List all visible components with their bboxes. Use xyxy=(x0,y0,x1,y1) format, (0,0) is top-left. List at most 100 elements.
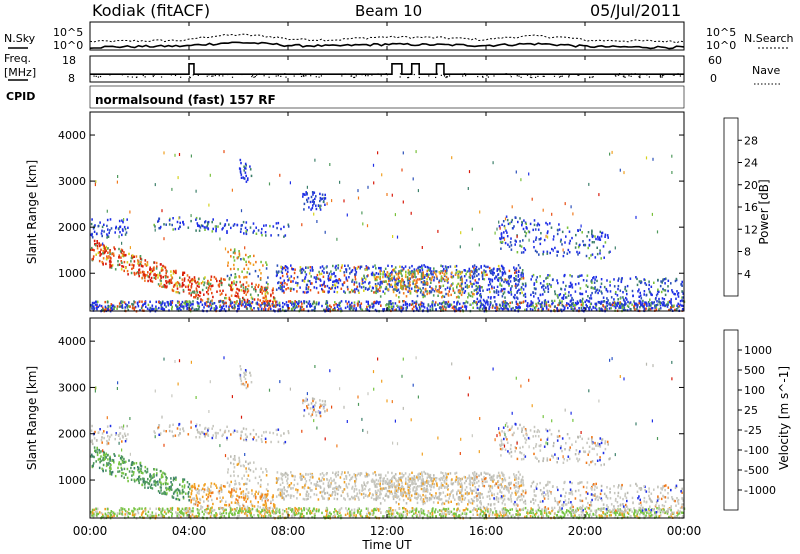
power-point xyxy=(609,302,611,305)
power-point xyxy=(302,290,305,294)
power-point xyxy=(489,301,492,304)
power-point xyxy=(508,269,511,273)
power-point xyxy=(552,301,554,305)
power-point xyxy=(450,293,452,297)
power-point xyxy=(506,218,509,222)
nave-dot xyxy=(622,75,624,77)
nave-dot xyxy=(623,74,625,76)
power-point xyxy=(375,276,378,279)
power-point xyxy=(633,306,635,309)
power-point xyxy=(434,303,436,306)
velocity-point xyxy=(482,510,485,514)
power-point xyxy=(267,276,269,279)
power-point xyxy=(103,223,105,226)
power-point xyxy=(494,300,496,303)
velocity-point xyxy=(149,475,151,478)
velocity-point xyxy=(176,494,179,497)
power-point xyxy=(516,296,518,299)
velocity-point xyxy=(204,483,206,486)
velocity-point xyxy=(246,478,249,481)
power-point xyxy=(179,306,181,310)
velocity-point xyxy=(530,511,532,514)
power-point xyxy=(545,286,547,289)
power-point xyxy=(581,274,583,277)
power-point xyxy=(402,285,405,288)
power-point xyxy=(390,272,392,275)
power-point xyxy=(116,180,118,184)
velocity-point xyxy=(532,512,534,515)
power-point xyxy=(528,238,530,242)
velocity-point xyxy=(144,483,146,486)
velocity-point xyxy=(183,484,186,487)
velocity-point xyxy=(207,496,209,499)
power-point xyxy=(286,304,288,307)
power-point xyxy=(551,212,553,216)
power-point xyxy=(121,301,123,304)
nave-dot xyxy=(354,76,356,78)
power-point xyxy=(153,223,155,227)
power-point xyxy=(243,165,245,168)
power-point xyxy=(167,303,170,306)
velocity-point xyxy=(221,499,223,502)
velocity-point xyxy=(133,478,136,481)
power-point xyxy=(435,273,437,276)
power-point xyxy=(565,235,567,238)
power-point xyxy=(597,291,599,295)
velocity-point xyxy=(207,486,209,489)
power-point xyxy=(516,297,519,300)
power-point xyxy=(447,281,449,284)
power-point xyxy=(275,303,277,307)
velocity-point xyxy=(133,480,136,483)
power-point xyxy=(94,224,96,227)
power-point xyxy=(415,285,418,289)
power-point xyxy=(397,281,399,285)
power-point xyxy=(158,300,160,304)
power-point xyxy=(319,199,321,203)
power-point xyxy=(331,286,333,290)
power-point xyxy=(482,303,485,307)
power-point xyxy=(277,281,279,285)
power-point xyxy=(404,275,407,279)
power-point xyxy=(454,265,456,268)
power-point xyxy=(456,303,458,306)
power-point xyxy=(586,235,588,238)
velocity-point xyxy=(265,495,268,499)
power-point xyxy=(442,277,445,281)
velocity-point xyxy=(269,512,271,515)
power-point xyxy=(460,284,463,287)
power-point xyxy=(516,235,518,239)
power-point xyxy=(158,227,160,230)
power-point xyxy=(676,293,679,296)
power-point xyxy=(615,302,617,305)
power-point xyxy=(296,290,298,293)
velocity-point xyxy=(451,513,454,516)
power-point xyxy=(113,254,115,257)
power-point xyxy=(277,234,280,237)
power-point xyxy=(522,227,525,231)
power-point xyxy=(524,282,527,285)
power-point xyxy=(359,267,361,270)
power-point xyxy=(540,237,542,240)
power-point xyxy=(415,150,417,154)
power-point xyxy=(207,300,209,303)
power-point xyxy=(670,282,672,285)
power-point xyxy=(528,304,531,308)
power-point xyxy=(396,304,398,307)
velocity-point xyxy=(160,476,163,479)
power-point xyxy=(273,299,276,302)
power-point xyxy=(91,305,94,308)
power-point xyxy=(165,279,167,283)
power-point xyxy=(457,276,459,279)
velocity-point xyxy=(202,487,204,490)
power-point xyxy=(572,212,574,216)
velocity-point xyxy=(250,512,252,515)
power-point xyxy=(336,237,338,241)
power-point xyxy=(126,304,128,307)
power-point xyxy=(303,280,306,283)
power-point xyxy=(576,300,579,303)
power-point xyxy=(259,299,261,302)
power-point xyxy=(352,290,354,293)
power-point xyxy=(520,274,522,277)
power-point xyxy=(519,278,521,281)
power-point xyxy=(444,288,447,291)
